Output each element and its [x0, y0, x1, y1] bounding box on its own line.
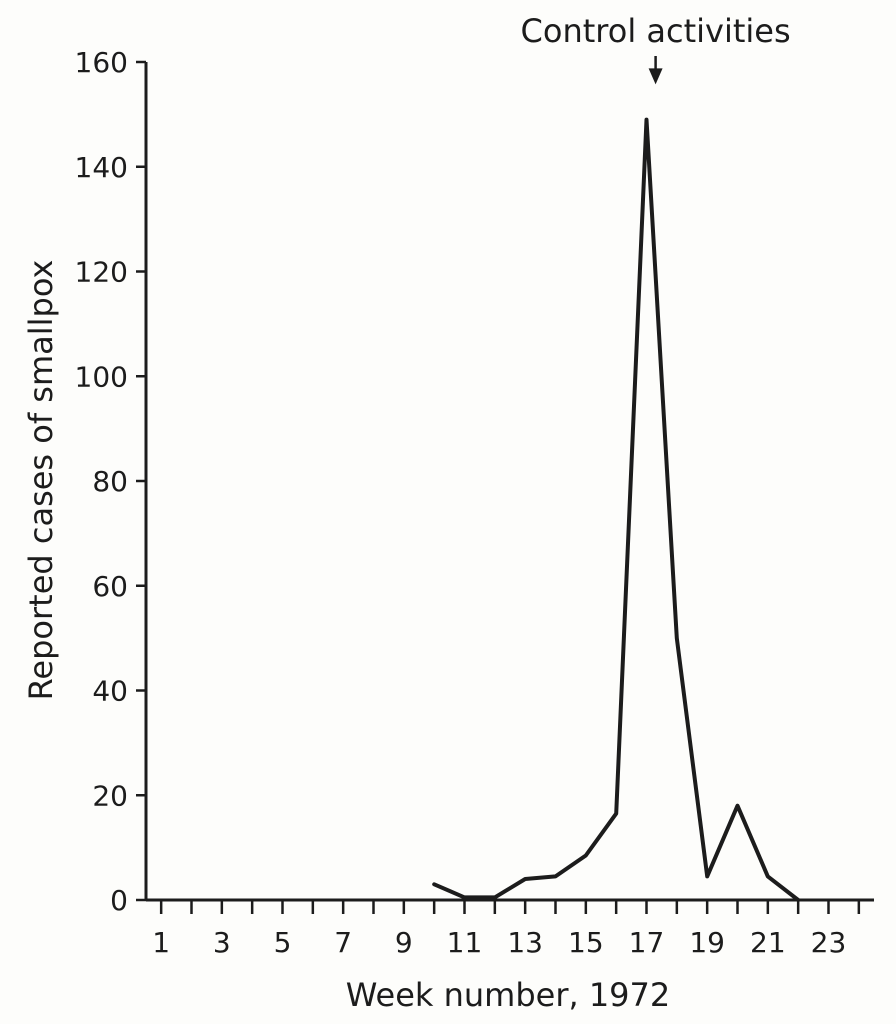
y-tick-label: 0 — [110, 884, 128, 917]
axes — [144, 62, 874, 902]
data-point — [614, 812, 618, 816]
series-line — [432, 117, 801, 902]
x-tick-label: 15 — [568, 926, 604, 959]
y-tick-label: 120 — [75, 256, 128, 289]
y-tick-label: 80 — [92, 465, 128, 498]
data-point — [796, 898, 800, 902]
y-tick-label: 20 — [92, 779, 128, 812]
x-tick-label: 13 — [507, 926, 543, 959]
x-tick-label: 3 — [213, 926, 231, 959]
data-point — [523, 877, 527, 881]
data-point — [463, 895, 466, 899]
x-tick-label: 11 — [447, 926, 483, 959]
x-tick-label: 5 — [274, 926, 292, 959]
x-tick-label: 17 — [629, 926, 665, 959]
data-point — [493, 895, 497, 899]
data-point — [705, 874, 709, 878]
x-tick-label: 19 — [689, 926, 725, 959]
data-point — [675, 636, 679, 640]
x-ticks: 1 3 5 7 9 11 13 15 17 19 21 23 — [152, 900, 861, 959]
y-tick-label: 40 — [92, 675, 128, 708]
y-tick-label: 160 — [75, 46, 128, 79]
y-ticks: 0 20 40 60 80 100 120 140 160 — [75, 46, 146, 917]
x-tick-label: 23 — [811, 926, 847, 959]
x-tick-label: 7 — [334, 926, 352, 959]
data-point — [584, 853, 588, 857]
data-point — [554, 874, 557, 878]
annotation-layer: Control activities — [521, 12, 791, 85]
series-layer — [432, 117, 801, 902]
y-axis-title: Reported cases of smallpox — [22, 260, 60, 701]
x-tick-label: 1 — [152, 926, 170, 959]
annotation-label: Control activities — [521, 12, 791, 50]
annotation-arrowhead — [648, 68, 663, 85]
x-tick-label: 9 — [395, 926, 413, 959]
x-tick-label: 21 — [750, 926, 786, 959]
data-point — [736, 804, 739, 808]
y-tick-label: 140 — [75, 151, 128, 184]
x-axis-title: Week number, 1972 — [346, 976, 671, 1014]
data-point — [432, 882, 436, 886]
y-tick-label: 60 — [92, 570, 128, 603]
data-point — [766, 874, 770, 878]
y-tick-label: 100 — [75, 360, 128, 393]
data-point — [645, 118, 648, 122]
